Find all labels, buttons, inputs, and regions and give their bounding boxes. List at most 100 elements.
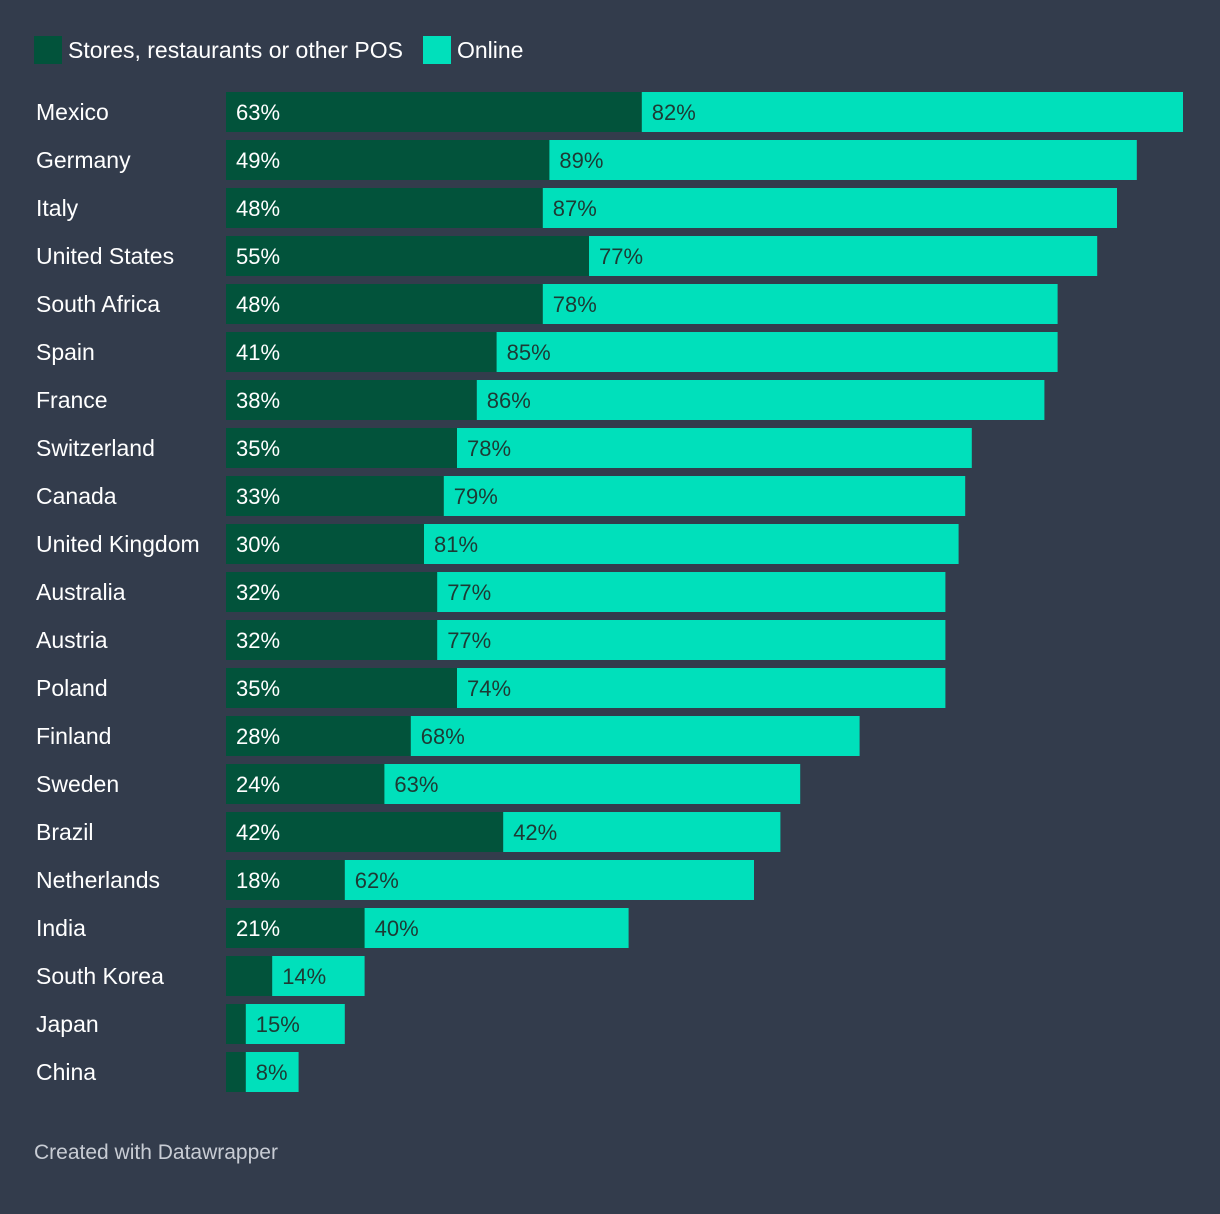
value-label-stores-australia: 32%	[236, 580, 280, 605]
value-label-online-china: 8%	[256, 1060, 288, 1085]
value-label-online-germany: 89%	[559, 148, 603, 173]
value-label-stores-canada: 33%	[236, 484, 280, 509]
bar-online-austria	[437, 620, 946, 660]
value-label-stores-netherlands: 18%	[236, 868, 280, 893]
chart-legend: Stores, restaurants or other POS Online	[34, 36, 543, 64]
legend-swatch-stores	[34, 36, 62, 64]
category-label-germany: Germany	[36, 147, 131, 173]
category-label-mexico: Mexico	[36, 99, 109, 125]
category-label-brazil: Brazil	[36, 819, 94, 845]
value-label-online-brazil: 42%	[513, 820, 557, 845]
bar-online-italy	[542, 188, 1117, 228]
bar-stores-india	[226, 908, 365, 948]
bar-online-india	[364, 908, 629, 948]
value-label-stores-france: 38%	[236, 388, 280, 413]
value-label-online-japan: 15%	[256, 1012, 300, 1037]
category-label-china: China	[36, 1059, 96, 1085]
value-label-online-france: 86%	[487, 388, 531, 413]
bar-stores-united-states	[226, 236, 589, 276]
value-label-online-united-kingdom: 81%	[434, 532, 478, 557]
bar-stores-italy	[226, 188, 543, 228]
value-label-stores-austria: 32%	[236, 628, 280, 653]
value-label-stores-sweden: 24%	[236, 772, 280, 797]
bar-stores-switzerland	[226, 428, 457, 468]
bar-stores-japan	[226, 1004, 246, 1044]
legend-item-online: Online	[422, 36, 524, 64]
category-label-poland: Poland	[36, 675, 108, 701]
bar-online-brazil	[503, 812, 781, 852]
bar-online-spain	[496, 332, 1058, 372]
value-label-stores-mexico: 63%	[236, 100, 280, 125]
bar-online-sweden	[384, 764, 801, 804]
category-label-japan: Japan	[36, 1011, 99, 1037]
bar-stores-brazil	[226, 812, 504, 852]
bar-online-switzerland	[457, 428, 972, 468]
value-label-online-australia: 77%	[447, 580, 491, 605]
value-label-online-sweden: 63%	[394, 772, 438, 797]
category-label-sweden: Sweden	[36, 771, 119, 797]
value-label-online-india: 40%	[375, 916, 419, 941]
category-label-france: France	[36, 387, 108, 413]
bar-online-canada	[443, 476, 966, 516]
legend-label-online: Online	[456, 36, 524, 63]
bar-online-poland	[457, 668, 946, 708]
value-label-online-finland: 68%	[421, 724, 465, 749]
value-label-stores-united-states: 55%	[236, 244, 280, 269]
bar-online-france	[476, 380, 1045, 420]
category-label-canada: Canada	[36, 483, 117, 509]
bar-online-netherlands	[344, 860, 754, 900]
value-label-stores-brazil: 42%	[236, 820, 280, 845]
category-label-switzerland: Switzerland	[36, 435, 155, 461]
value-label-online-switzerland: 78%	[467, 436, 511, 461]
value-label-stores-united-kingdom: 30%	[236, 532, 280, 557]
bar-online-united-kingdom	[424, 524, 959, 564]
value-label-stores-poland: 35%	[236, 676, 280, 701]
category-label-united-kingdom: United Kingdom	[36, 531, 200, 557]
value-label-online-south-africa: 78%	[553, 292, 597, 317]
value-label-online-united-states: 77%	[599, 244, 643, 269]
bar-stores-china	[226, 1052, 246, 1092]
bar-online-australia	[437, 572, 946, 612]
bar-online-china	[245, 1052, 299, 1092]
category-label-india: India	[36, 915, 86, 941]
value-label-online-canada: 79%	[454, 484, 498, 509]
category-label-united-states: United States	[36, 243, 174, 269]
bar-stores-spain	[226, 332, 497, 372]
bar-stores-france	[226, 380, 477, 420]
bar-online-germany	[549, 140, 1137, 180]
value-label-stores-finland: 28%	[236, 724, 280, 749]
stacked-bar-chart: Mexico 63% 82% Germany 49% 89% Italy 48% 87% Unit…	[36, 92, 1183, 1092]
value-label-online-south-korea: 14%	[282, 964, 326, 989]
category-label-spain: Spain	[36, 339, 95, 365]
category-label-austria: Austria	[36, 627, 108, 653]
bar-stores-sweden	[226, 764, 385, 804]
bar-stores-united-kingdom	[226, 524, 424, 564]
bar-stores-south-korea	[226, 956, 273, 996]
bar-stores-canada	[226, 476, 444, 516]
value-label-stores-india: 21%	[236, 916, 280, 941]
legend-swatch-online	[422, 36, 451, 64]
bar-online-united-states	[589, 236, 1098, 276]
bar-stores-netherlands	[226, 860, 345, 900]
value-label-online-italy: 87%	[553, 196, 597, 221]
bar-stores-australia	[226, 572, 438, 612]
value-label-stores-switzerland: 35%	[236, 436, 280, 461]
value-label-online-netherlands: 62%	[355, 868, 399, 893]
value-label-stores-south-africa: 48%	[236, 292, 280, 317]
category-label-south-korea: South Korea	[36, 963, 164, 989]
bar-stores-finland	[226, 716, 411, 756]
category-label-finland: Finland	[36, 723, 111, 749]
value-label-stores-spain: 41%	[236, 340, 280, 365]
footer-credit: Created with Datawrapper	[34, 1141, 278, 1164]
bar-stores-mexico	[226, 92, 642, 132]
bar-online-finland	[410, 716, 860, 756]
bar-stores-south-africa	[226, 284, 543, 324]
legend-item-stores: Stores, restaurants or other POS	[34, 36, 403, 64]
bar-online-japan	[245, 1004, 345, 1044]
value-label-online-austria: 77%	[447, 628, 491, 653]
category-label-australia: Australia	[36, 579, 126, 605]
value-label-stores-germany: 49%	[236, 148, 280, 173]
bar-stores-germany	[226, 140, 550, 180]
value-label-online-poland: 74%	[467, 676, 511, 701]
value-label-online-spain: 85%	[507, 340, 551, 365]
